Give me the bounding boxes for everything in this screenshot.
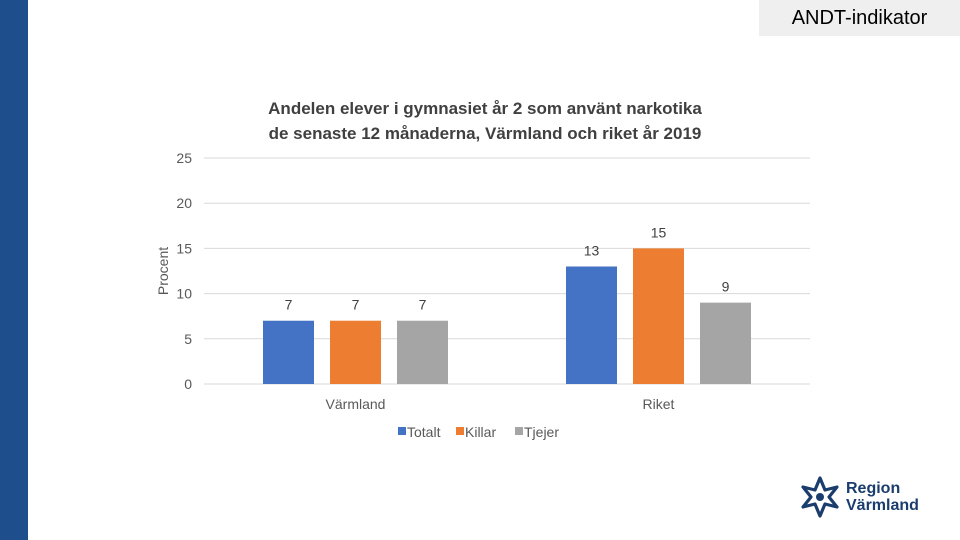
- x-tick-label: Värmland: [326, 396, 386, 412]
- legend-label-killar: Killar: [465, 424, 496, 440]
- logo-text: Region Värmland: [846, 480, 919, 514]
- data-label: 7: [285, 297, 293, 313]
- y-axis-label: Procent: [155, 247, 171, 295]
- data-label: 7: [352, 297, 360, 313]
- section-tag: ANDT-indikator: [759, 0, 960, 36]
- bar-killar: [330, 320, 381, 384]
- legend-label-totalt: Totalt: [407, 424, 441, 440]
- chart-title-line-1: Andelen elever i gymnasiet år 2 som anvä…: [268, 99, 702, 118]
- region-varmland-flower-icon: [801, 476, 839, 518]
- side-band: [0, 0, 28, 540]
- logo-line-1: Region: [846, 480, 901, 497]
- chart-title: Andelen elever i gymnasiet år 2 som anvä…: [180, 96, 790, 146]
- legend-swatch-tjejer: [515, 427, 523, 435]
- y-tick-label: 5: [184, 331, 192, 347]
- y-tick-label: 20: [176, 195, 192, 211]
- data-label: 15: [651, 224, 667, 240]
- y-tick-label: 0: [184, 376, 192, 392]
- legend-swatch-killar: [456, 427, 464, 435]
- x-tick-label: Riket: [643, 396, 675, 412]
- bar-totalt: [566, 266, 617, 384]
- bar-killar: [633, 248, 684, 384]
- bar-tjejer: [700, 302, 751, 384]
- y-tick-label: 10: [176, 286, 192, 302]
- logo-line-2: Värmland: [846, 497, 919, 514]
- y-tick-label: 25: [176, 150, 192, 166]
- chart-title-line-2: de senaste 12 månaderna, Värmland och ri…: [268, 124, 702, 143]
- legend-label-tjejer: Tjejer: [524, 424, 559, 440]
- data-label: 13: [584, 242, 600, 258]
- legend-swatch-totalt: [398, 427, 406, 435]
- data-label: 7: [419, 297, 427, 313]
- bar-totalt: [263, 320, 314, 384]
- data-label: 9: [722, 279, 730, 295]
- y-tick-label: 15: [176, 240, 192, 256]
- region-logo: Region Värmland: [798, 474, 943, 520]
- bar-tjejer: [397, 320, 448, 384]
